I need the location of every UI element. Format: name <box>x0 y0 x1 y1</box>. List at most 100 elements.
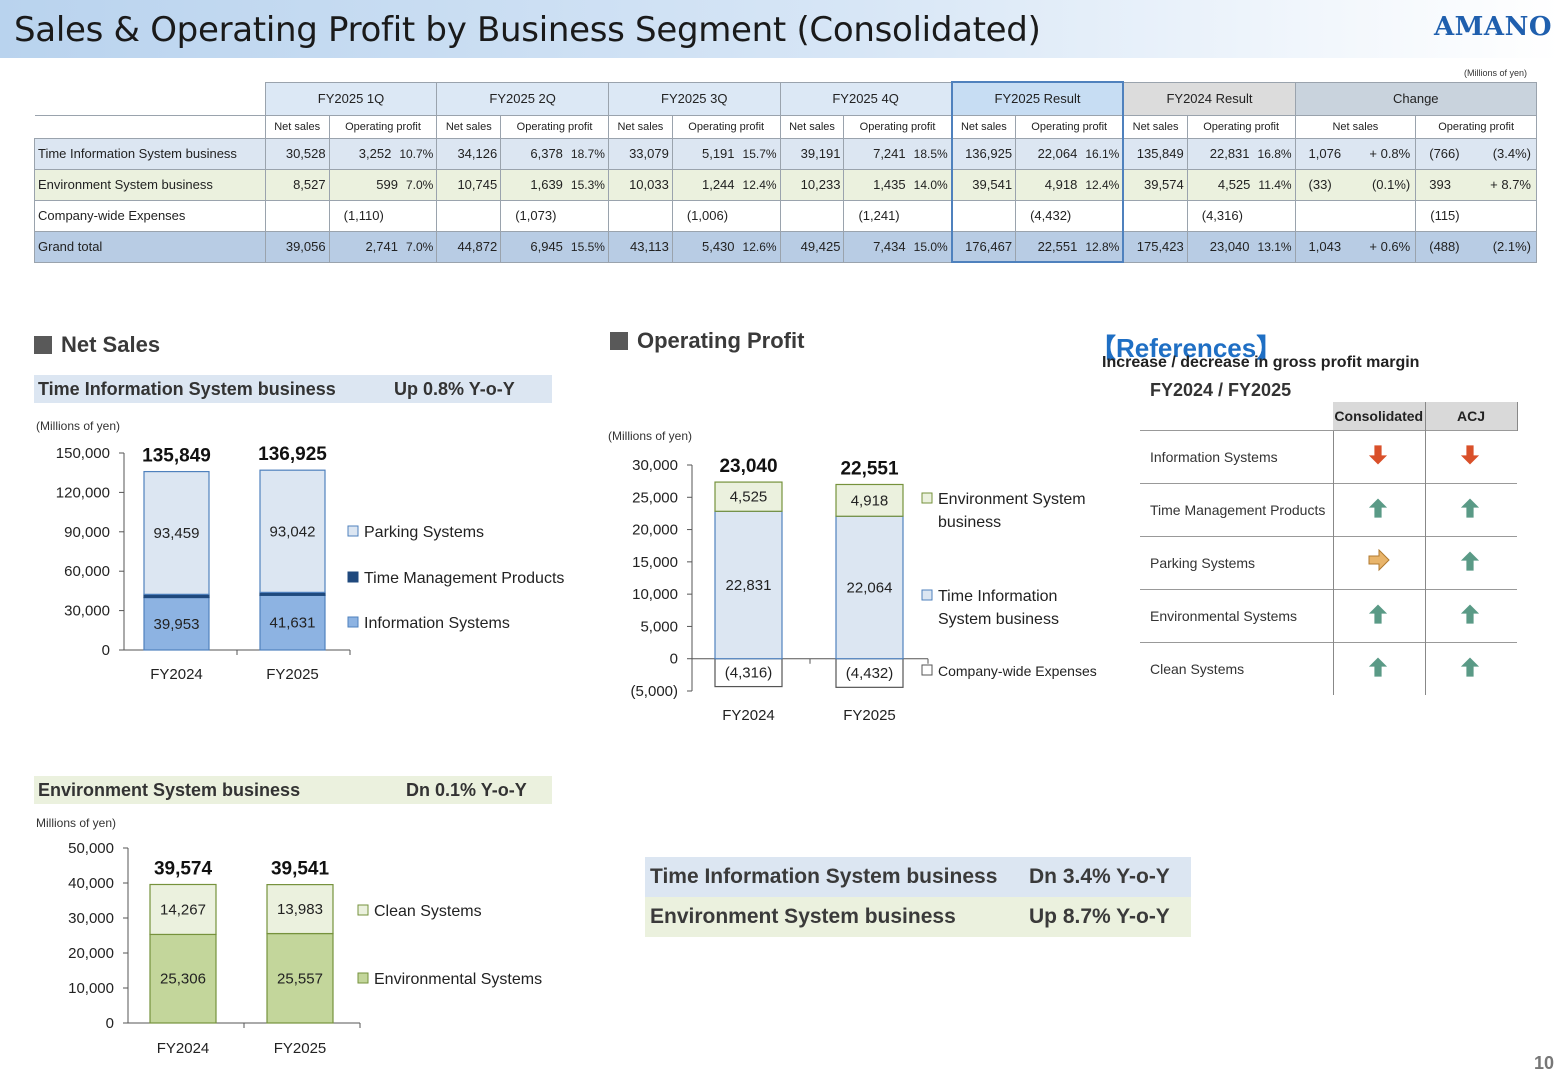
chart-unit-label: (Millions of yen) <box>608 429 692 443</box>
bar-segment <box>149 883 217 936</box>
legend-label: Company-wide Expenses <box>938 663 1097 679</box>
operating-profit-value: 6,945 <box>530 239 563 254</box>
bar-segment <box>259 469 326 593</box>
total-label: 23,040 <box>719 456 777 477</box>
category-label: FY2024 <box>150 666 203 683</box>
net-sales-subheader: Net sales <box>436 114 502 139</box>
page-title: Sales & Operating Profit by Business Seg… <box>14 10 1041 50</box>
bar-segment <box>714 510 783 660</box>
legend-label: Clean Systems <box>374 903 482 920</box>
operating-profit-chart: (Millions of yen) (5,000) 0 5,000 10,000 15,0… <box>608 429 1097 724</box>
net-sales-cell <box>1122 199 1188 232</box>
total-label: 39,541 <box>271 859 330 880</box>
data-label: 41,631 <box>270 615 316 632</box>
operating-margin: 14.0% <box>913 178 948 192</box>
bottom-env-yoy: Up 8.7% Y-o-Y <box>1029 905 1170 928</box>
arrow-up-icon <box>1424 535 1517 589</box>
net-sales-cell: 39,541 <box>950 168 1017 201</box>
operating-profit-cell: 2,741 7.0% <box>328 230 438 263</box>
legend-swatch <box>357 972 369 984</box>
references-corner <box>1140 402 1333 430</box>
legend-swatch <box>347 525 359 537</box>
legend-swatch <box>347 616 359 628</box>
operating-margin: 12.4% <box>742 178 777 192</box>
operating-profit-subheader: Operating profit <box>328 114 438 139</box>
total-label: 39,574 <box>154 858 213 879</box>
operating-profit-cell: 23,040 13.1% <box>1186 230 1296 263</box>
period-header: FY2025 2Q <box>436 81 609 116</box>
row-label: Grand total <box>34 230 266 263</box>
net-sales-cell: 136,925 <box>950 137 1017 170</box>
data-label: 25,306 <box>160 971 206 988</box>
operating-profit-value: 4,525 <box>1217 177 1251 192</box>
operating-profit-cell: (4,432) <box>1015 199 1125 232</box>
net-sales-cell: 8,527 <box>264 168 330 201</box>
operating-profit-cell: (1,006) <box>671 199 781 232</box>
operating-profit-value: 5,430 <box>701 239 735 254</box>
net-sales-subheader: Net sales <box>779 114 845 139</box>
operating-profit-subheader: Operating profit <box>843 114 953 139</box>
operating-profit-value: 1,435 <box>873 177 906 192</box>
category-label: FY2024 <box>722 707 775 724</box>
row-label: Company-wide Expenses <box>34 199 266 232</box>
bar-segment <box>714 481 783 512</box>
arrow-down-icon <box>1424 429 1517 483</box>
legend-label: Environmental Systems <box>374 971 542 988</box>
total-label: 22,551 <box>840 458 899 479</box>
bottom-tis-label: Time Information System business <box>650 865 998 888</box>
change-value: 1,043 <box>1308 239 1342 254</box>
data-label: 93,042 <box>270 523 316 540</box>
data-label: 39,953 <box>154 616 200 633</box>
operating-profit-subheader: Operating profit <box>1415 114 1537 139</box>
legend-swatch <box>357 904 369 916</box>
net-sales-cell <box>436 199 502 232</box>
env-sales-band: Environment System business Dn 0.1% Y-o-… <box>34 776 552 804</box>
operating-profit-subheader: Operating profit <box>500 114 609 139</box>
y-tick-label: 120,000 <box>56 484 110 501</box>
operating-profit-value: 7,241 <box>873 146 906 161</box>
net-sales-cell: 49,425 <box>779 230 845 263</box>
bottom-env-band: Environment System business Up 8.7% Y-o-… <box>645 897 1191 937</box>
change-percent: + 0.8% <box>1369 146 1411 161</box>
reference-row: Time Management Products <box>1140 482 1517 536</box>
net-sales-cell: 39,056 <box>264 230 330 263</box>
col-acj: ACJ <box>1425 402 1518 430</box>
net-sales-subheader: Net sales <box>607 114 673 139</box>
col-consolidated: Consolidated <box>1333 402 1426 430</box>
operating-profit-value: 23,040 <box>1209 239 1250 254</box>
operating-margin: 12.8% <box>1085 239 1120 254</box>
operating-profit-value: 6,378 <box>530 146 563 161</box>
row-grand-total: Grand total 39,056 2,741 7.0% 44,872 6,945 15.… <box>34 230 1537 263</box>
bar-segment <box>143 596 210 651</box>
change-value: (766) <box>1429 146 1460 161</box>
net-sales-cell: 10,233 <box>779 168 845 201</box>
net-sales-cell: 176,467 <box>950 230 1017 263</box>
data-label: 14,267 <box>160 901 206 918</box>
operating-profit-value: 4,918 <box>1044 177 1078 192</box>
operating-profit-cell: 4,918 12.4% <box>1015 168 1125 201</box>
operating-margin: 15.3% <box>570 178 605 192</box>
y-tick-label: 30,000 <box>632 457 678 474</box>
legend-swatch <box>921 589 933 601</box>
legend-swatch <box>921 664 933 676</box>
operating-margin: 15.0% <box>913 240 948 254</box>
bottom-tis-band: Time Information System business Dn 3.4%… <box>645 857 1191 897</box>
net-sales-cell: 10,033 <box>607 168 673 201</box>
net-sales-cell: 175,423 <box>1122 230 1188 263</box>
arrow-up-icon <box>1332 641 1425 695</box>
net-sales-cell <box>264 199 330 232</box>
operating-profit-cell: 6,378 18.7% <box>500 137 609 170</box>
operating-profit-cell: 5,430 12.6% <box>671 230 781 263</box>
operating-margin: 18.5% <box>913 147 948 161</box>
category-label: FY2025 <box>274 1040 327 1057</box>
operating-margin: 16.1% <box>1085 147 1120 161</box>
data-label: 4,525 <box>730 489 768 506</box>
operating-profit-heading-text: Operating Profit <box>637 328 805 353</box>
operating-profit-cell: 7,434 15.0% <box>843 230 953 263</box>
data-label: (4,432) <box>846 665 894 682</box>
operating-profit-subheader: Operating profit <box>671 114 781 139</box>
legend-label: Time Information <box>938 588 1057 605</box>
operating-profit-cell: 5,191 15.7% <box>671 137 781 170</box>
reference-row-label: Environmental Systems <box>1140 588 1333 642</box>
net-sales-cell: 44,872 <box>436 230 502 263</box>
